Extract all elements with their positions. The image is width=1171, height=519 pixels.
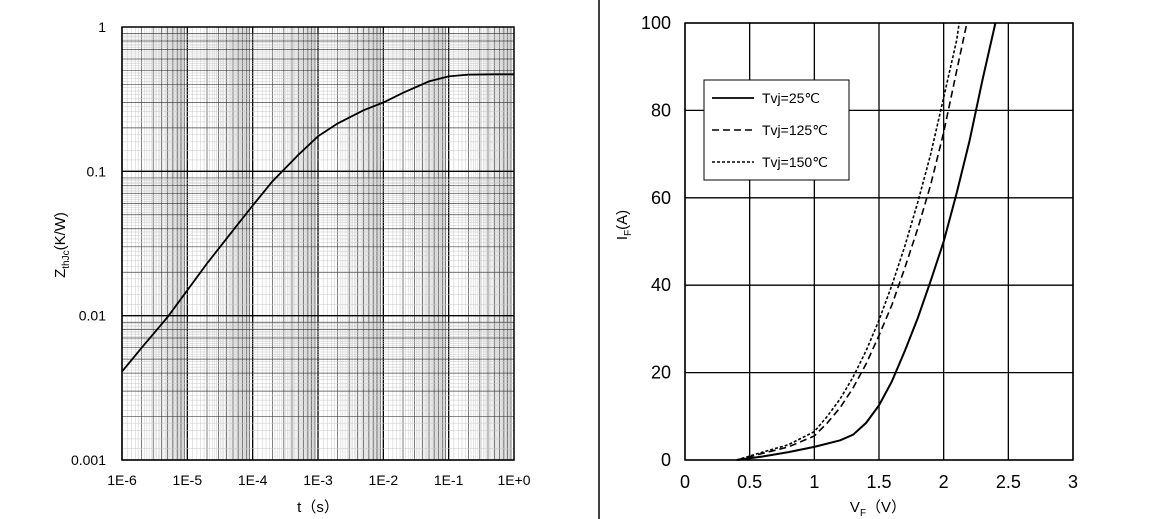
right-y-tick-label: 0 — [661, 450, 671, 470]
left-y-axis-title-tail: (K/W) — [52, 212, 69, 250]
right-y-tick-label: 20 — [651, 363, 671, 383]
left-plot-frame — [121, 26, 515, 461]
right-series-line — [736, 22, 968, 461]
right-x-tick-label: 3 — [1068, 472, 1078, 492]
right-tick-labels: 0 0.5 1 1.5 2 2.5 3 0 20 40 60 80 100 — [641, 13, 1078, 492]
right-y-tick-label: 100 — [641, 13, 671, 33]
right-y-tick-label: 80 — [651, 100, 671, 120]
left-series-line — [121, 73, 514, 373]
right-x-tick-label: 1.5 — [866, 472, 891, 492]
left-grid — [121, 26, 515, 461]
left-x-tick-label: 1E-2 — [369, 472, 399, 488]
legend-label: Tvj=150℃ — [762, 154, 828, 170]
left-x-tick-label: 1E-3 — [303, 472, 333, 488]
legend-label: Tvj=125℃ — [762, 122, 828, 138]
right-y-axis-title: IF(A) — [614, 210, 634, 240]
left-x-tick-label: 1E-6 — [107, 472, 137, 488]
right-y-axis-title-sub: F — [623, 230, 634, 236]
right-y-axis-title-main: I — [614, 236, 631, 240]
right-y-axis-title-tail: (A) — [614, 210, 631, 230]
left-x-tick-label: 1E+0 — [497, 472, 530, 488]
right-series — [736, 22, 997, 461]
left-y-axis-title-main: Z — [52, 269, 69, 278]
right-x-axis-title-tail: （V） — [866, 499, 906, 516]
left-y-tick-label: 0.1 — [87, 163, 107, 179]
left-y-axis-title: ZthJc(K/W) — [52, 212, 72, 278]
left-y-tick-label: 0.001 — [71, 452, 106, 468]
left-y-tick-label: 1 — [98, 19, 106, 35]
right-x-tick-label: 2 — [939, 472, 949, 492]
right-x-axis-title-main: V — [850, 499, 860, 516]
right-x-axis-title: VF（V） — [850, 499, 906, 519]
right-y-tick-label: 60 — [651, 188, 671, 208]
right-x-tick-label: 2.5 — [996, 472, 1021, 492]
left-x-tick-label: 1E-4 — [238, 472, 268, 488]
left-x-axis-title: t（s） — [297, 499, 339, 516]
right-x-tick-label: 0 — [680, 472, 690, 492]
thermal-impedance-chart: 1E-6 1E-5 1E-4 1E-3 1E-2 1E-1 1E+0 0.001 0.01 0.1… — [52, 19, 531, 516]
right-x-tick-label: 1 — [809, 472, 819, 492]
right-plot-frame — [684, 22, 1074, 461]
left-tick-labels: 1E-6 1E-5 1E-4 1E-3 1E-2 1E-1 1E+0 0.001 0.01 0.1… — [71, 19, 531, 488]
legend-items: Tvj=25℃ Tvj=125℃ Tvj=150℃ — [712, 90, 828, 170]
right-x-axis-title-sub: F — [860, 508, 866, 519]
right-series-line — [736, 22, 997, 461]
left-x-tick-label: 1E-5 — [173, 472, 203, 488]
legend-label: Tvj=25℃ — [762, 90, 820, 106]
right-y-tick-label: 40 — [651, 275, 671, 295]
right-x-tick-label: 0.5 — [737, 472, 762, 492]
left-y-axis-title-sub: thJc — [61, 250, 72, 268]
left-series — [121, 73, 514, 373]
left-y-tick-label: 0.01 — [79, 308, 106, 324]
legend: Tvj=25℃ Tvj=125℃ Tvj=150℃ — [703, 79, 850, 181]
left-x-tick-label: 1E-1 — [434, 472, 464, 488]
right-series-line — [736, 22, 960, 461]
